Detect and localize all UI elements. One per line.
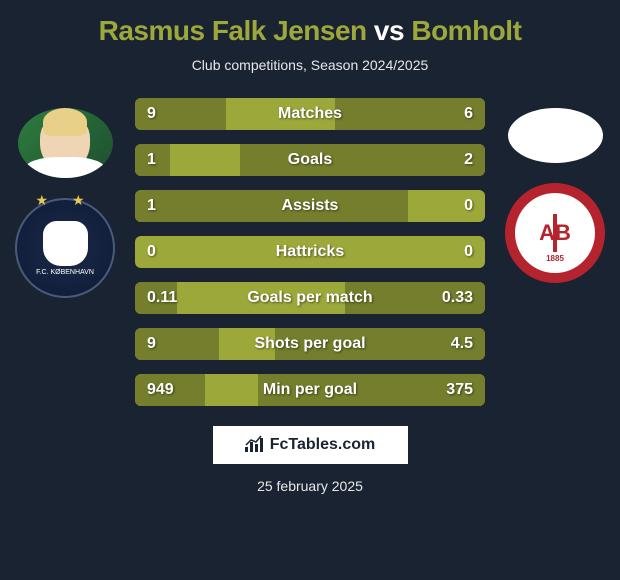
stat-right-value: 6	[464, 105, 473, 123]
stat-right-value: 375	[446, 381, 473, 399]
stat-label: Assists	[135, 197, 485, 215]
club2-logo: AB 1885	[505, 183, 605, 283]
branding-badge[interactable]: FcTables.com	[213, 426, 408, 464]
player1-silhouette	[40, 116, 90, 171]
stat-right-value: 4.5	[451, 335, 473, 353]
player2-photo	[508, 108, 603, 163]
stat-row: 9Shots per goal4.5	[135, 328, 485, 360]
left-column: F.C. KØBENHAVN	[5, 98, 125, 298]
club2-inner: AB 1885	[515, 193, 595, 273]
right-column: AB 1885	[495, 98, 615, 283]
club1-logo: F.C. KØBENHAVN	[15, 198, 115, 298]
vs-text: vs	[374, 15, 404, 46]
club1-name: F.C. KØBENHAVN	[36, 269, 94, 276]
stat-right-value: 0.33	[442, 289, 473, 307]
player1-name: Rasmus Falk Jensen	[99, 15, 367, 46]
stat-row: 1Goals2	[135, 144, 485, 176]
stat-label: Goals	[135, 151, 485, 169]
player1-photo	[18, 108, 113, 178]
stat-row: 0.11Goals per match0.33	[135, 282, 485, 314]
stat-row: 949Min per goal375	[135, 374, 485, 406]
stats-column: 9Matches61Goals21Assists00Hattricks00.11…	[135, 98, 485, 406]
content-row: F.C. KØBENHAVN 9Matches6 1Goals2 1Assists0…	[0, 98, 620, 406]
stat-right-value: 0	[464, 197, 473, 215]
stat-label: Shots per goal	[135, 335, 485, 353]
club1-emblem	[43, 221, 88, 266]
stat-row: 1Assists0	[135, 190, 485, 222]
club2-year: 1885	[546, 254, 564, 263]
stat-label: Goals per match	[135, 289, 485, 307]
branding-icon	[245, 434, 265, 457]
stat-label: Matches	[135, 105, 485, 123]
comparison-card: Rasmus Falk Jensen vs Bomholt Club compe…	[0, 0, 620, 580]
player2-name: Bomholt	[411, 15, 521, 46]
stat-right-value: 0	[464, 243, 473, 261]
stat-label: Min per goal	[135, 381, 485, 399]
branding-text: FcTables.com	[270, 436, 376, 454]
stat-label: Hattricks	[135, 243, 485, 261]
subtitle: Club competitions, Season 2024/2025	[0, 57, 620, 73]
page-title: Rasmus Falk Jensen vs Bomholt	[0, 15, 620, 47]
date-text: 25 february 2025	[0, 478, 620, 494]
stat-row: 0Hattricks0	[135, 236, 485, 268]
club2-letters: AB	[539, 220, 571, 246]
stat-right-value: 2	[464, 151, 473, 169]
stat-row: 9Matches6	[135, 98, 485, 130]
